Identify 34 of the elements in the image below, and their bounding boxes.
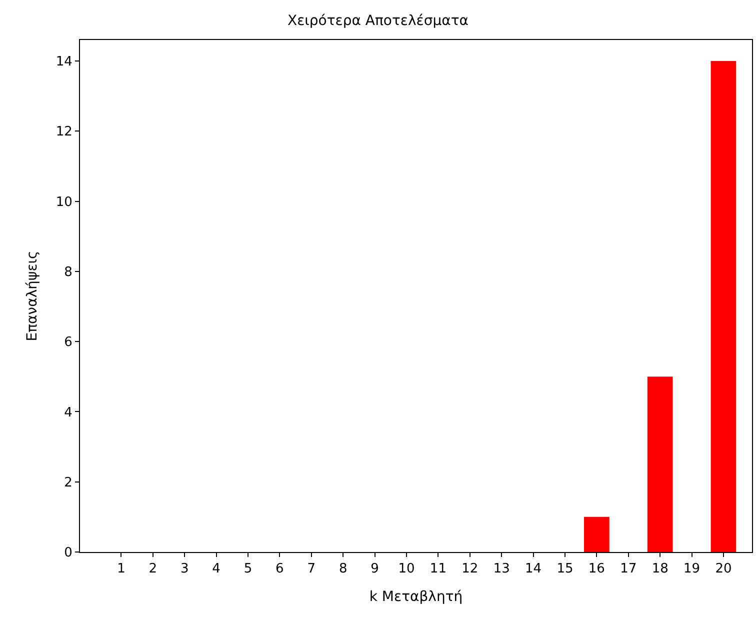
x-tick-label: 11 (430, 562, 446, 577)
bar (647, 376, 673, 552)
x-axis-title: k Μεταβλητή (369, 588, 463, 605)
x-tick-label: 20 (715, 562, 732, 577)
x-tick-label: 4 (212, 562, 220, 577)
y-tick-label: 2 (64, 475, 72, 490)
y-tick-label: 0 (64, 546, 72, 561)
x-tick-label: 7 (307, 562, 316, 577)
x-tick-label: 13 (493, 562, 510, 577)
x-tick-label: 18 (652, 562, 668, 577)
x-tick-label: 10 (398, 562, 415, 577)
x-tick-label: 8 (338, 562, 348, 577)
y-tick-label: 14 (56, 54, 72, 70)
y-tick-label: 4 (64, 405, 72, 420)
y-tick-label: 12 (56, 124, 72, 140)
x-tick-label: 15 (556, 562, 574, 577)
chart-title: Χειρότερα Αποτελέσματα (288, 13, 468, 30)
bar (710, 61, 736, 552)
x-tick-label: 16 (588, 562, 605, 577)
x-tick-label: 17 (620, 562, 637, 577)
x-tick-label: 5 (244, 562, 252, 577)
y-tick-label: 10 (56, 194, 72, 210)
x-tick-label: 2 (148, 562, 158, 577)
y-tick-label: 8 (64, 265, 72, 280)
bar (584, 516, 610, 552)
y-tick-label: 6 (64, 335, 72, 350)
x-tick-label: 1 (117, 562, 126, 577)
x-tick-label: 12 (462, 562, 478, 577)
y-axis-title: Επαναλήψεις (24, 250, 40, 342)
x-tick-label: 19 (683, 562, 700, 577)
x-tick-label: 6 (276, 562, 284, 577)
x-tick-label: 3 (180, 562, 189, 577)
x-tick-label: 14 (525, 562, 542, 577)
x-tick-label: 9 (370, 562, 379, 577)
